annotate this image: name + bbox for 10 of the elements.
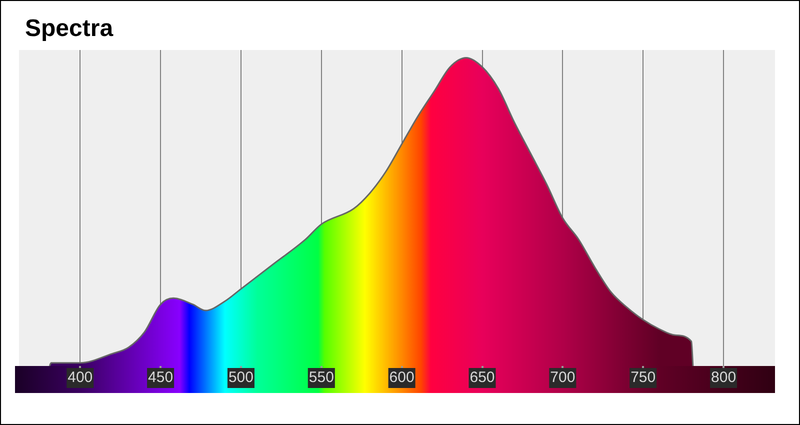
x-tick-label: 800 [711,369,736,386]
chart-title: Spectra [25,15,114,43]
x-tick-label: 500 [228,369,254,386]
x-tick-label: 400 [68,369,93,386]
x-tick-label: 600 [389,369,414,386]
x-tick-label: 750 [630,369,656,386]
x-tick-label: 550 [308,369,334,386]
x-tick-label: 700 [550,369,576,386]
x-tick-label: 450 [148,369,174,386]
x-tick-label: 650 [470,369,495,386]
